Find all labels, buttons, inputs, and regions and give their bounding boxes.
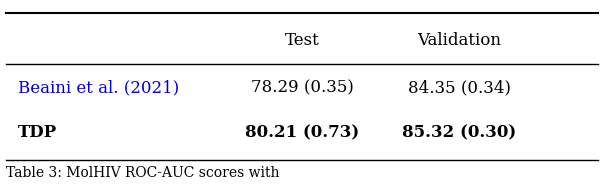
Text: 85.32 (0.30): 85.32 (0.30) [402, 124, 516, 141]
Text: TDP: TDP [18, 124, 57, 141]
Text: Validation: Validation [417, 32, 501, 49]
Text: Test: Test [284, 32, 320, 49]
Text: Beaini et al. (2021): Beaini et al. (2021) [18, 80, 179, 97]
Text: 80.21 (0.73): 80.21 (0.73) [245, 124, 359, 141]
Text: Table 3: MolHIV ROC-AUC scores with: Table 3: MolHIV ROC-AUC scores with [6, 166, 280, 180]
Text: 84.35 (0.34): 84.35 (0.34) [408, 80, 510, 97]
Text: 78.29 (0.35): 78.29 (0.35) [251, 80, 353, 97]
